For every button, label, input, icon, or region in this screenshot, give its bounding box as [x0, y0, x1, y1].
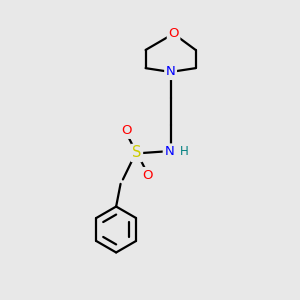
Text: N: N: [164, 145, 174, 158]
Text: O: O: [168, 27, 179, 40]
Text: S: S: [132, 146, 141, 160]
Text: O: O: [142, 169, 152, 182]
Text: N: N: [166, 65, 176, 79]
Text: H: H: [179, 145, 188, 158]
Text: O: O: [121, 124, 132, 137]
